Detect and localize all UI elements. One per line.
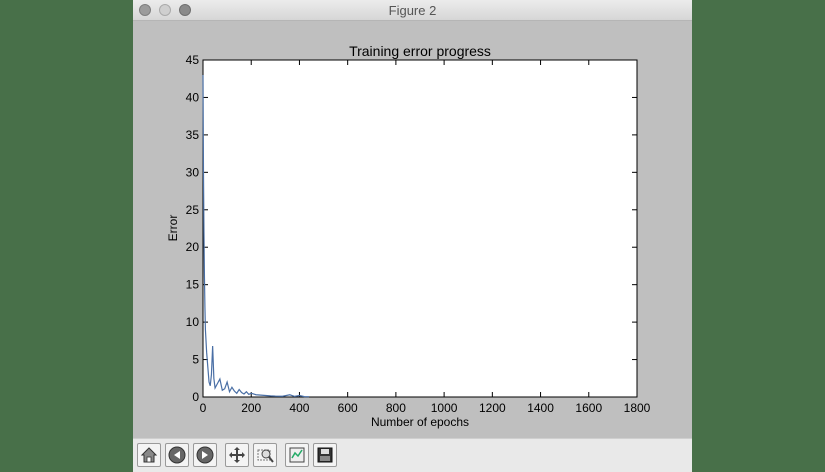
back-arrow-icon — [168, 446, 186, 464]
x-axis-label: Number of epochs — [371, 415, 469, 429]
forward-button[interactable] — [193, 443, 217, 467]
zoom-window-button[interactable] — [179, 4, 191, 16]
zoom-rect-icon — [257, 449, 274, 463]
y-tick-label: 5 — [192, 353, 199, 367]
y-tick-label: 0 — [192, 390, 199, 404]
save-floppy-icon — [317, 447, 333, 463]
x-tick-label: 1800 — [624, 401, 651, 415]
figure-window: Figure 2 Training error progress Number … — [133, 0, 692, 472]
forward-arrow-icon — [196, 446, 214, 464]
configure-subplots-icon — [289, 447, 305, 463]
save-button[interactable] — [313, 443, 337, 467]
window-title: Figure 2 — [388, 3, 437, 18]
x-tick-label: 1200 — [479, 401, 506, 415]
window-titlebar: Figure 2 — [133, 0, 692, 21]
y-tick-label: 15 — [186, 278, 200, 292]
x-tick-label: 800 — [386, 401, 406, 415]
y-tick-label: 20 — [186, 240, 200, 254]
y-tick-label: 25 — [186, 203, 200, 217]
back-button[interactable] — [165, 443, 189, 467]
minimize-window-button[interactable] — [159, 4, 171, 16]
x-tick-label: 400 — [289, 401, 309, 415]
y-tick-label: 10 — [186, 315, 200, 329]
x-tick-label: 200 — [241, 401, 261, 415]
series-line — [202, 74, 310, 398]
x-tick-label: 1000 — [431, 401, 458, 415]
chart-title: Training error progress — [349, 43, 491, 59]
y-tick-label: 35 — [186, 128, 200, 142]
plot-area — [202, 59, 638, 398]
y-tick-label: 40 — [186, 90, 200, 104]
y-tick-label: 30 — [186, 165, 200, 179]
pan-button[interactable] — [225, 443, 249, 467]
y-axis-label: Error — [166, 215, 180, 242]
configure-subplots-button[interactable] — [285, 443, 309, 467]
home-icon — [140, 447, 158, 463]
x-tick-label: 1400 — [527, 401, 554, 415]
zoom-button[interactable] — [253, 443, 277, 467]
pan-move-icon — [229, 447, 245, 463]
x-tick-label: 1600 — [575, 401, 602, 415]
figure-toolbar — [133, 438, 692, 472]
y-tick-label: 45 — [186, 53, 200, 67]
home-button[interactable] — [137, 443, 161, 467]
x-tick-label: 600 — [338, 401, 358, 415]
chart-figure: Training error progress Number of epochs… — [166, 43, 651, 429]
x-tick-label: 0 — [200, 401, 207, 415]
close-window-button[interactable] — [139, 4, 151, 16]
